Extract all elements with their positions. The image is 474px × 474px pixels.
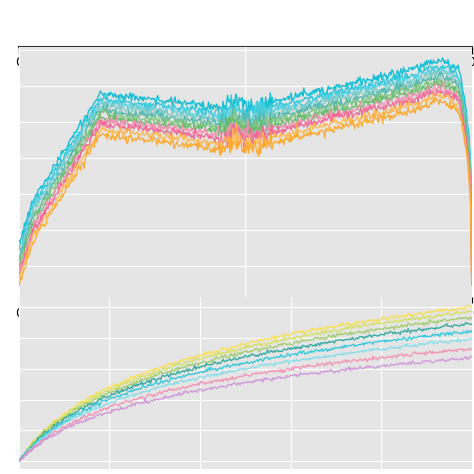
X-axis label: Relative position in genes (5'-3'): Relative position in genes (5'-3') xyxy=(133,324,357,338)
X-axis label: Position along reads: Position along reads xyxy=(175,72,315,86)
